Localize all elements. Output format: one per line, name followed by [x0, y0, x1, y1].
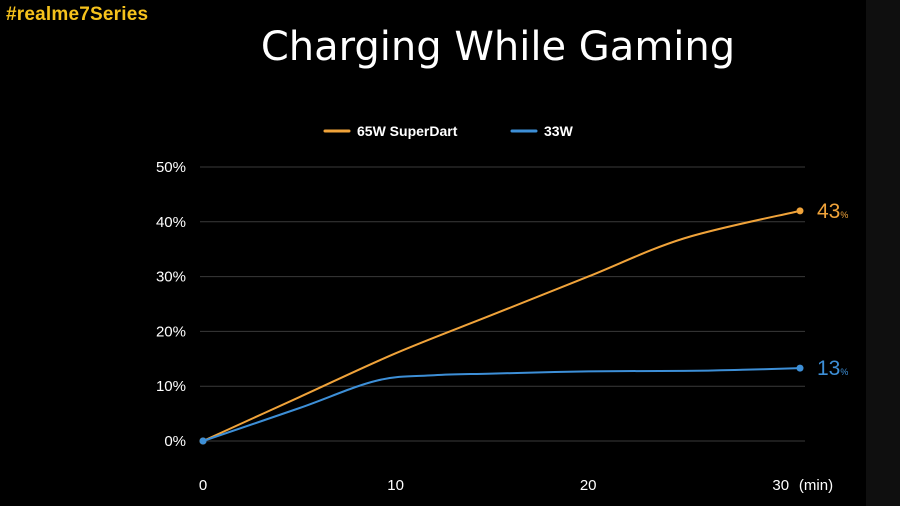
end-labels: 43% 13%	[817, 200, 848, 380]
end-point	[796, 364, 804, 372]
x-tick-label: 10	[387, 477, 404, 494]
y-tick-label: 30%	[156, 269, 186, 286]
end-value-unit: %	[840, 367, 848, 377]
x-tick-label: 0	[199, 477, 207, 494]
end-point	[796, 207, 804, 215]
y-tick-label: 40%	[156, 214, 186, 231]
legend-label: 65W SuperDart	[357, 123, 458, 139]
hashtag-label: #realme7Series	[6, 4, 149, 25]
legend: 65W SuperDart 33W	[323, 123, 574, 139]
x-tick-label: 20	[580, 477, 597, 494]
y-tick-label: 20%	[156, 323, 186, 340]
start-point	[199, 437, 207, 445]
y-tick-label: 0%	[164, 433, 186, 450]
y-tick-label: 50%	[156, 159, 186, 176]
end-value-label: 43%	[817, 200, 848, 223]
series-line	[202, 209, 801, 442]
grid-lines	[200, 166, 805, 442]
series-line	[202, 367, 801, 442]
y-tick-label: 10%	[156, 378, 186, 395]
x-tick-label: 30	[772, 477, 789, 494]
x-axis-label: (min)	[799, 477, 833, 494]
series-lines	[199, 207, 804, 445]
end-value-label: 13%	[817, 357, 848, 380]
chart-title: Charging While Gaming	[260, 24, 736, 70]
right-edge-strip	[866, 0, 900, 506]
legend-label: 33W	[544, 123, 574, 139]
y-axis-ticks: 0% 10% 20% 30% 40% 50%	[156, 159, 186, 450]
x-axis-ticks: 0 10 20 30 (min)	[199, 477, 833, 494]
end-value-unit: %	[840, 210, 848, 220]
